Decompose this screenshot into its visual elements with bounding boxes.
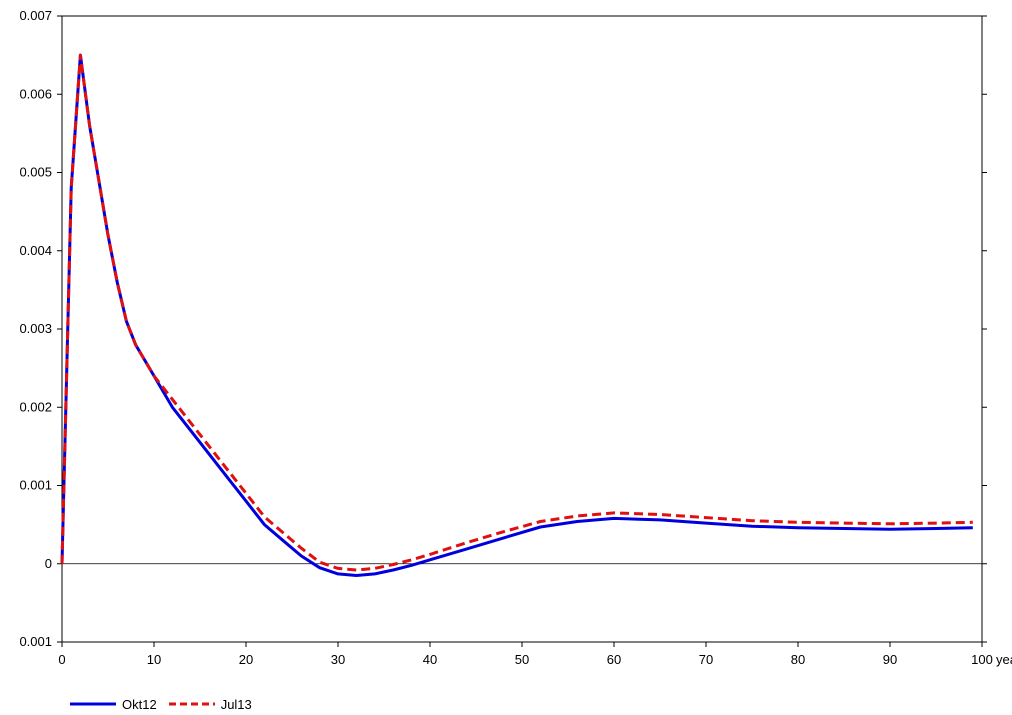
legend-label-jul13: Jul13 (220, 696, 252, 712)
x-axis-unit-label: year (996, 652, 1012, 667)
x-tick-label: 90 (883, 652, 897, 667)
y-axis-ticks: 0.001 0 0.001 0.002 0.003 0.004 0.005 0.006 0.00… (19, 8, 987, 649)
series-line-jul13 (60, 53, 973, 572)
legend-swatch-okt12 (70, 702, 116, 706)
x-tick-label: 100 (971, 652, 993, 667)
x-tick-label: 40 (423, 652, 437, 667)
y-tick-label: 0.007 (19, 8, 52, 23)
x-axis-ticks: 0 10 20 30 40 50 60 70 80 90 100 (58, 642, 993, 667)
y-tick-label: 0.006 (19, 86, 52, 101)
legend-label-okt12: Okt12 (122, 696, 157, 712)
x-tick-label: 80 (791, 652, 805, 667)
y-tick-label: 0 (45, 556, 52, 571)
y-tick-label: 0.001 (19, 634, 52, 649)
x-tick-label: 50 (515, 652, 529, 667)
legend-swatch-jul13 (168, 702, 215, 706)
x-tick-label: 10 (147, 652, 161, 667)
y-tick-label: 0.003 (19, 321, 52, 336)
x-tick-label: 0 (58, 652, 65, 667)
series-line-okt12 (60, 53, 973, 577)
y-tick-label: 0.004 (19, 243, 52, 258)
series-layer (60, 53, 973, 577)
line-chart: 0.001 0 0.001 0.002 0.003 0.004 0.005 0.006 0.00… (19, 8, 1012, 667)
x-tick-label: 20 (239, 652, 253, 667)
legend: Okt12 Jul13 (70, 694, 264, 714)
y-tick-label: 0.002 (19, 399, 52, 414)
y-tick-label: 0.001 (19, 478, 52, 493)
x-tick-label: 60 (607, 652, 621, 667)
legend-item-jul13: Jul13 (168, 696, 252, 712)
x-tick-label: 70 (699, 652, 713, 667)
plot-frame (61, 15, 983, 643)
legend-item-okt12: Okt12 (70, 697, 157, 712)
x-tick-label: 30 (331, 652, 345, 667)
y-tick-label: 0.005 (19, 165, 52, 180)
